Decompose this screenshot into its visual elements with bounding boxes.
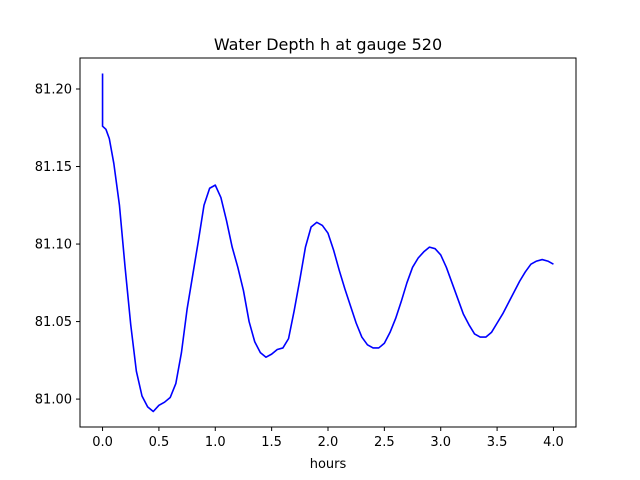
x-tick-label: 0.5 xyxy=(149,435,170,450)
y-tick-label: 81.05 xyxy=(35,315,72,330)
x-tick-label: 1.0 xyxy=(205,435,226,450)
series-line-0 xyxy=(101,73,554,413)
y-tick-label: 81.10 xyxy=(35,238,72,253)
plot-frame xyxy=(79,57,577,428)
plot-area: 0.0 0.5 1.0 1.5 2.0 2.5 3.0 3.5 4.0 81.00 81.05 81.… xyxy=(35,57,577,450)
x-tick-label: 2.0 xyxy=(318,435,339,450)
x-tick-label: 3.0 xyxy=(430,435,451,450)
x-tick-label: 3.5 xyxy=(487,435,508,450)
x-tick-label: 1.5 xyxy=(261,435,282,450)
x-axis-label: hours xyxy=(310,457,347,472)
y-tick-label: 81.00 xyxy=(35,393,72,408)
x-tick-label: 2.5 xyxy=(374,435,395,450)
chart-title: Water Depth h at gauge 520 xyxy=(214,35,442,54)
x-tick-label: 0.0 xyxy=(92,435,113,450)
y-tick-label: 81.15 xyxy=(35,160,72,175)
x-tick-label: 4.0 xyxy=(543,435,564,450)
y-tick-label: 81.20 xyxy=(35,83,72,98)
